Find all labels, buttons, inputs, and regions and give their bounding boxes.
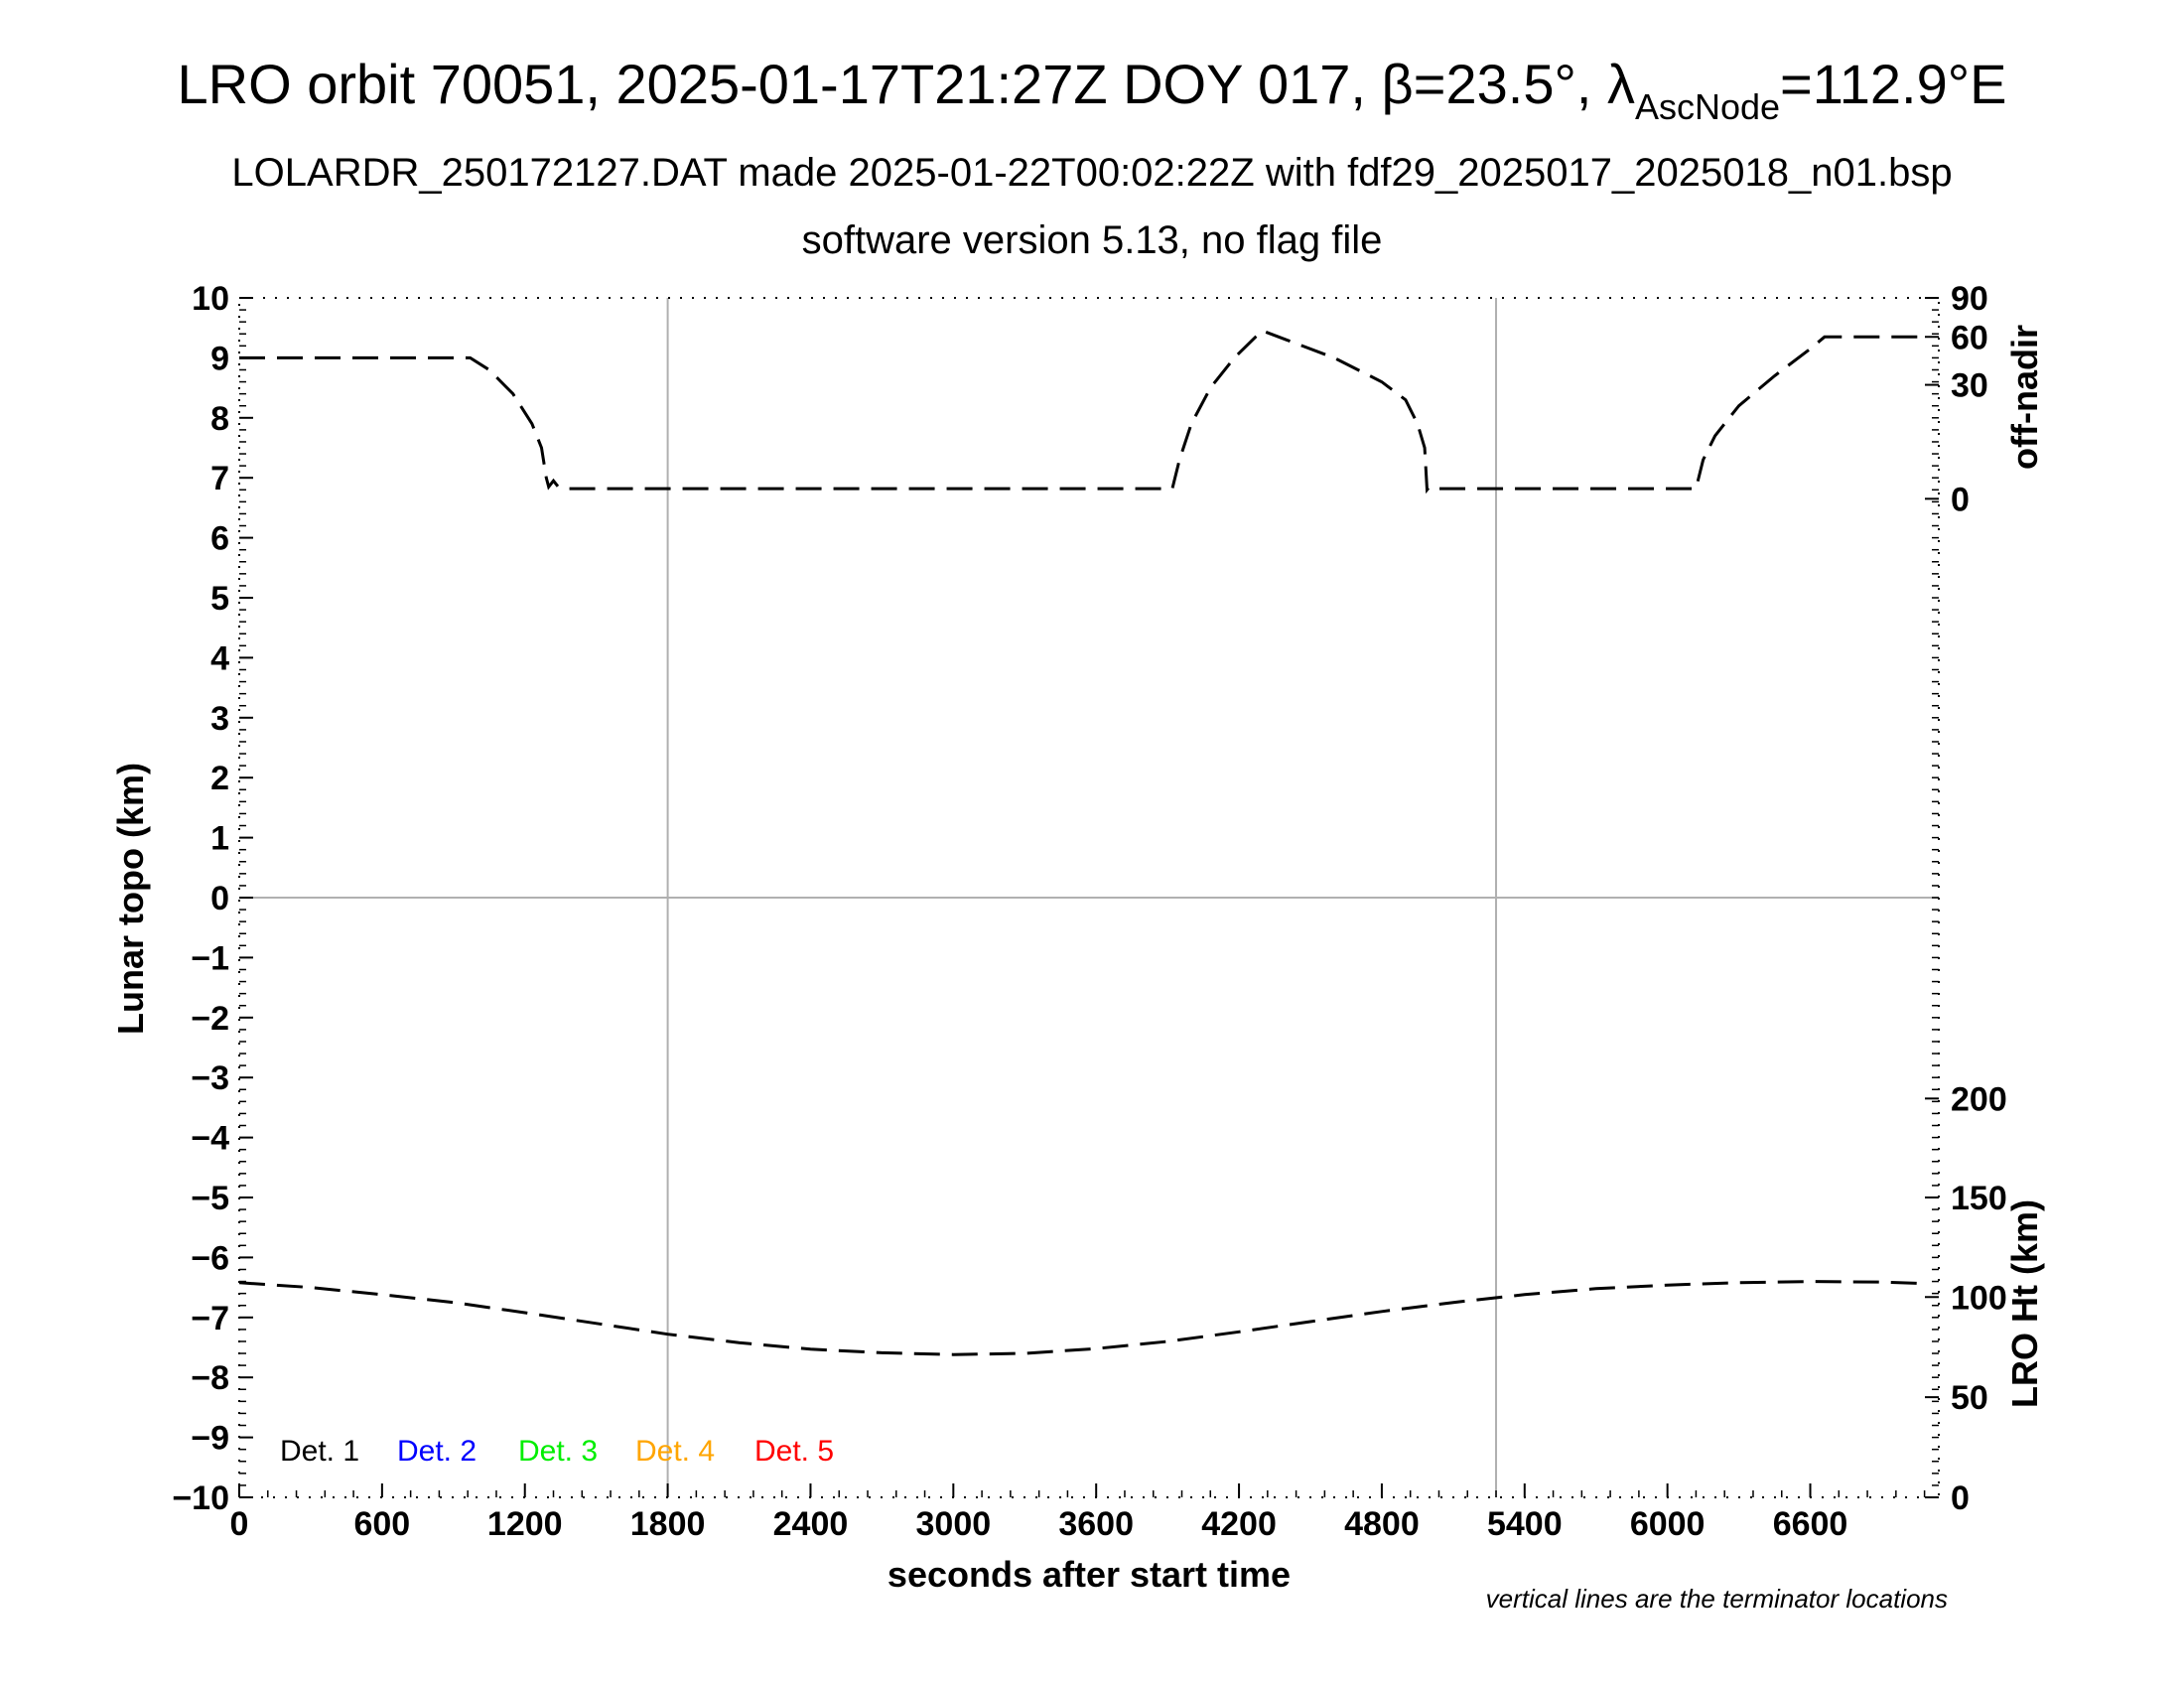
lroht-tick-label: 150 xyxy=(1951,1180,2007,1217)
y-tick-label: 2 xyxy=(210,760,229,797)
y-tick-label: 6 xyxy=(210,520,229,558)
lroht-tick-label: 50 xyxy=(1951,1379,1988,1417)
chart-title: LRO orbit 70051, 2025-01-17T21:27Z DOY 0… xyxy=(178,53,2007,127)
chart-subtitle-1: LOLARDR_250172127.DAT made 2025-01-22T00… xyxy=(231,151,1952,195)
terminator-note: vertical lines are the terminator locati… xyxy=(1486,1584,1948,1614)
legend: Det. 1 Det. 2 Det. 3 Det. 4 Det. 5 xyxy=(280,1435,834,1468)
offnadir-tick-label: 90 xyxy=(1951,280,1988,318)
chart-subtitle-2: software version 5.13, no flag file xyxy=(802,218,1383,262)
y-tick-label: −1 xyxy=(191,939,229,977)
x-tick-label: 3000 xyxy=(916,1505,992,1543)
x-tick-label: 2400 xyxy=(773,1505,849,1543)
y-tick-label: −2 xyxy=(191,1000,229,1038)
y-axis-label: Lunar topo (km) xyxy=(110,763,151,1035)
x-tick-label: 600 xyxy=(353,1505,410,1543)
offnadir-tick-label: 30 xyxy=(1951,367,1988,405)
x-tick-label: 6600 xyxy=(1773,1505,1848,1543)
lroht-tick-label: 0 xyxy=(1951,1479,1970,1517)
y-tick-label: 0 xyxy=(210,880,229,917)
grid xyxy=(239,298,1939,1497)
legend-item-det2: Det. 2 xyxy=(397,1435,477,1468)
lroht-tick-label: 200 xyxy=(1951,1080,2007,1118)
y-tick-label: 3 xyxy=(210,700,229,738)
right-axis-label-offnadir: off-nadir xyxy=(2004,325,2045,470)
y-tick-label: −10 xyxy=(172,1479,229,1517)
y-tick-label: −3 xyxy=(191,1059,229,1097)
y-tick-label: −4 xyxy=(191,1120,229,1158)
legend-item-det5: Det. 5 xyxy=(754,1435,834,1468)
y-tick-label: 9 xyxy=(210,340,229,377)
y-tick-label: −7 xyxy=(191,1300,229,1337)
x-tick-label: 3600 xyxy=(1058,1505,1134,1543)
offnadir-tick-label: 60 xyxy=(1951,319,1988,356)
offnadir-tick-label: 0 xyxy=(1951,481,1970,518)
x-tick-label: 1200 xyxy=(487,1505,563,1543)
x-tick-label: 0 xyxy=(230,1505,249,1543)
y-tick-label: −5 xyxy=(191,1180,229,1217)
legend-item-det4: Det. 4 xyxy=(635,1435,715,1468)
y-tick-label: 7 xyxy=(210,460,229,497)
x-tick-label: 4800 xyxy=(1344,1505,1420,1543)
y-tick-label: 4 xyxy=(210,639,229,677)
x-tick-label: 5400 xyxy=(1487,1505,1563,1543)
lroht-series-line xyxy=(238,1280,1918,1356)
legend-item-det3: Det. 3 xyxy=(518,1435,598,1468)
series-lines xyxy=(238,329,1918,1356)
y-tick-label: −6 xyxy=(191,1239,229,1277)
y-tick-label: −8 xyxy=(191,1359,229,1397)
right-axis-label-lroht: LRO Ht (km) xyxy=(2004,1199,2045,1408)
legend-item-det1: Det. 1 xyxy=(280,1435,359,1468)
title-subscript: AscNode xyxy=(1635,86,1780,127)
x-axis-label: seconds after start time xyxy=(887,1554,1291,1595)
lroht-tick-label: 100 xyxy=(1951,1279,2007,1317)
y-tick-label: 10 xyxy=(192,280,229,318)
y-tick-label: 5 xyxy=(210,580,229,618)
y-tick-label: 8 xyxy=(210,400,229,438)
x-tick-label: 4200 xyxy=(1201,1505,1277,1543)
offnadir-series-line xyxy=(239,329,1918,494)
x-tick-label: 1800 xyxy=(630,1505,706,1543)
y-tick-label: 1 xyxy=(210,820,229,858)
y-tick-label: −9 xyxy=(191,1420,229,1458)
x-tick-label: 6000 xyxy=(1630,1505,1706,1543)
